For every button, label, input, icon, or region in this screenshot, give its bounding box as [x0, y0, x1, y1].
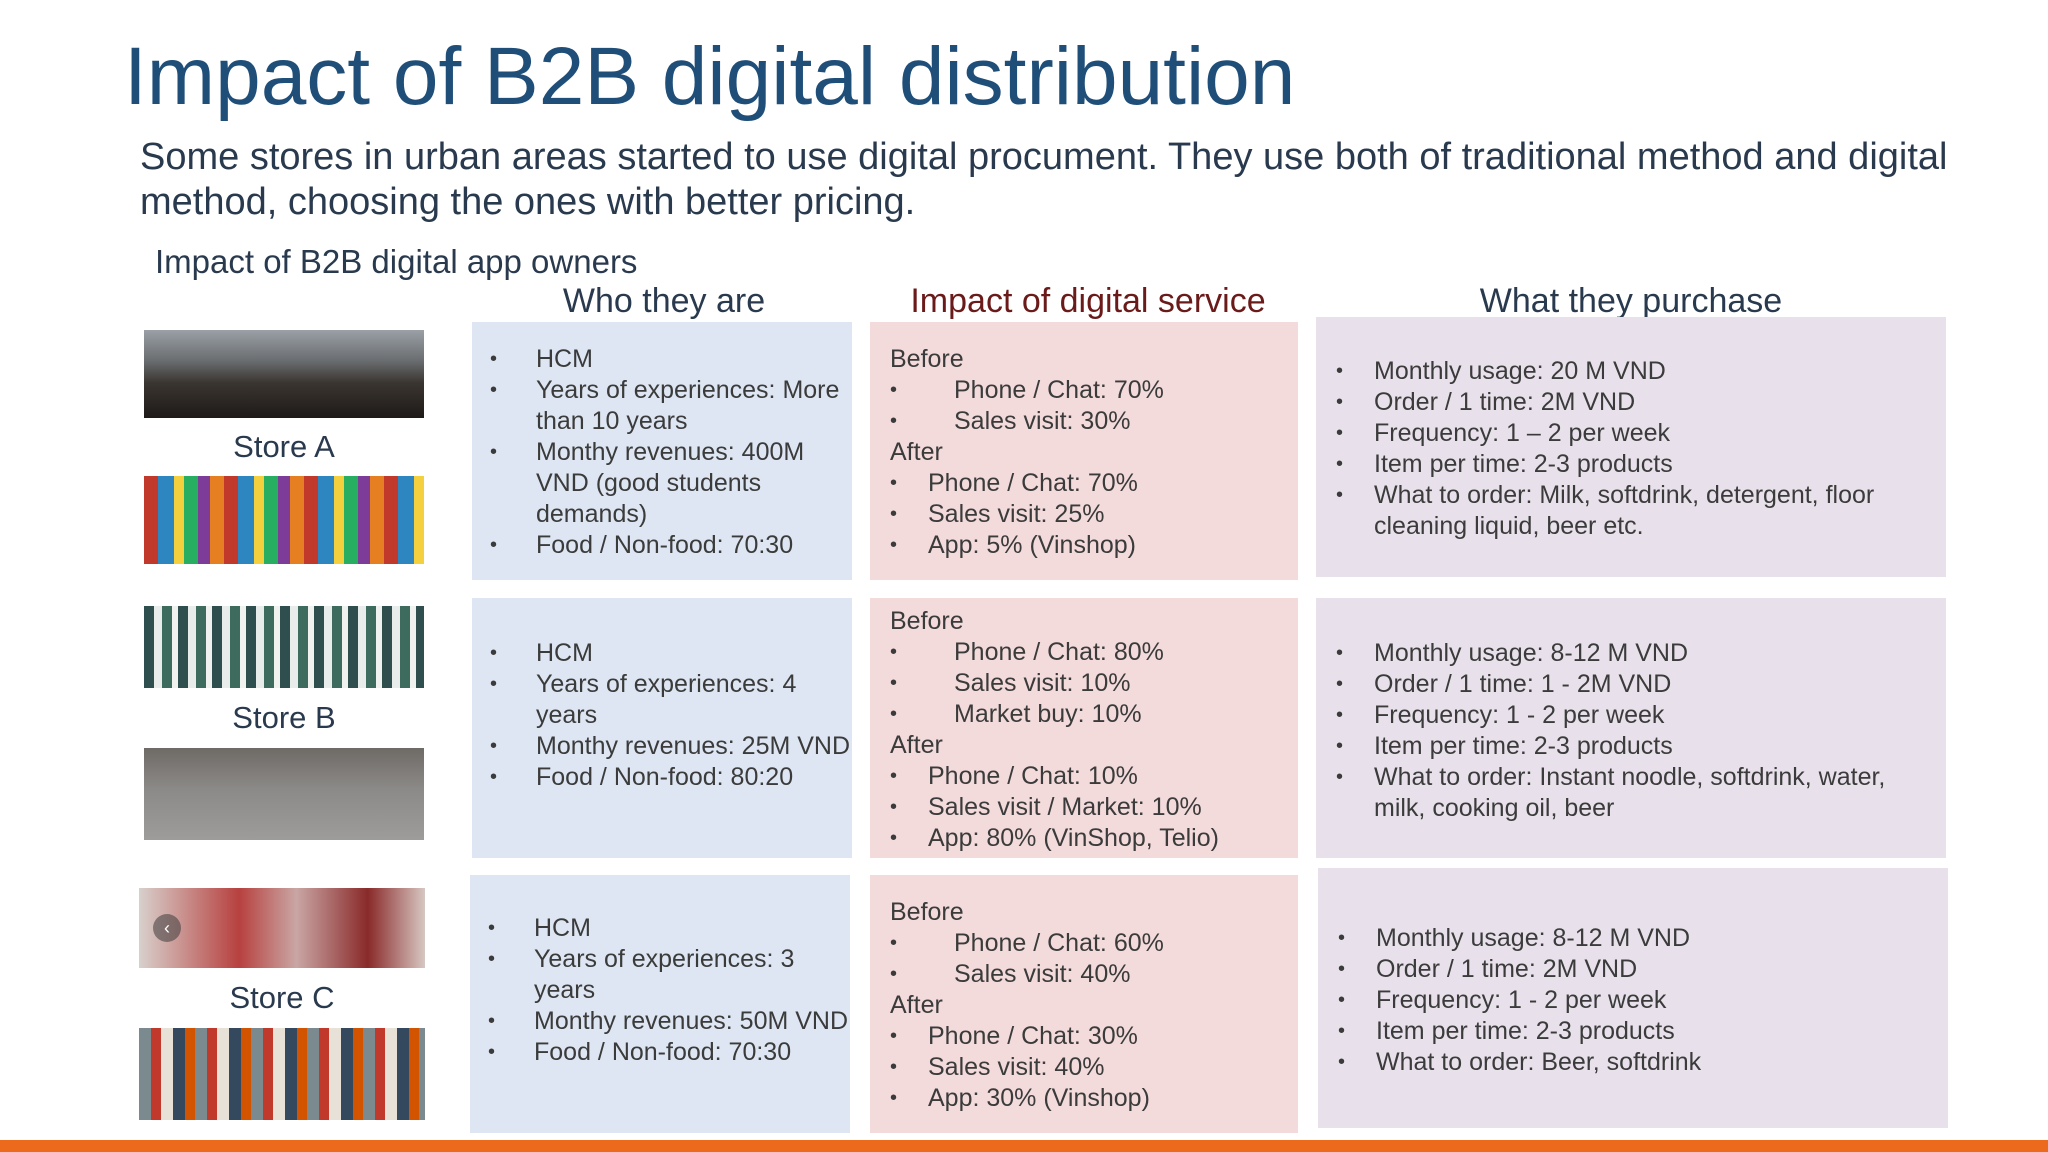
- list-item: Phone / Chat: 60%: [890, 928, 1298, 959]
- before-label: Before: [890, 345, 964, 373]
- list-item: Sales visit: 40%: [890, 959, 1298, 990]
- store-b-impact-box: Before Phone / Chat: 80% Sales visit: 10…: [870, 598, 1298, 858]
- list-item: Item per time: 2-3 products: [1316, 449, 1926, 480]
- list-item: What to order: Milk, softdrink, detergen…: [1316, 480, 1926, 542]
- list-item: Frequency: 1 - 2 per week: [1318, 985, 1928, 1016]
- list-item: Phone / Chat: 30%: [890, 1021, 1298, 1052]
- list-item: Years of experiences: 4 years: [472, 669, 852, 731]
- store-c-photo-bottom: [139, 1028, 425, 1120]
- list-item: What to order: Beer, softdrink: [1318, 1047, 1928, 1078]
- after-label: After: [890, 438, 943, 466]
- store-a-photo-bottom: [144, 476, 424, 564]
- list-item: Order / 1 time: 2M VND: [1316, 387, 1926, 418]
- slide-subtitle: Some stores in urban areas started to us…: [140, 136, 1948, 223]
- list-item: Item per time: 2-3 products: [1318, 1016, 1928, 1047]
- store-c-photo-card: ‹ Store C: [139, 888, 425, 1120]
- bottom-accent-bar: [0, 1140, 2048, 1152]
- store-c-impact-box: Before Phone / Chat: 60% Sales visit: 40…: [870, 875, 1298, 1133]
- store-a-photo-card: Store A: [144, 330, 424, 564]
- list-item: Monthy revenues: 400M VND (good students…: [472, 437, 852, 530]
- after-label: After: [890, 731, 943, 759]
- store-b-name: Store B: [144, 688, 424, 748]
- list-item: Sales visit: 10%: [890, 668, 1298, 699]
- store-a-what-box: Monthly usage: 20 M VND Order / 1 time: …: [1316, 317, 1946, 577]
- store-c-name: Store C: [139, 968, 425, 1028]
- list-item: Sales visit / Market: 10%: [890, 792, 1298, 823]
- store-c-what-box: Monthly usage: 8-12 M VND Order / 1 time…: [1318, 868, 1948, 1128]
- header-who-they-are: Who they are: [562, 282, 766, 320]
- store-b-photo-top: [144, 606, 424, 688]
- list-item: Monthly usage: 20 M VND: [1316, 356, 1926, 387]
- before-label: Before: [890, 898, 964, 926]
- list-item: Order / 1 time: 1 - 2M VND: [1316, 669, 1926, 700]
- list-item: Monthy revenues: 50M VND: [470, 1006, 850, 1037]
- header-impact: Impact of digital service: [910, 282, 1266, 320]
- store-b-photo-bottom: [144, 748, 424, 840]
- list-item: App: 80% (VinShop, Telio): [890, 823, 1298, 854]
- list-item: Item per time: 2-3 products: [1316, 731, 1926, 762]
- list-item: Monthy revenues: 25M VND: [472, 731, 852, 762]
- slide-title: Impact of B2B digital distribution: [124, 31, 1296, 122]
- list-item: HCM: [470, 913, 850, 944]
- store-a-name: Store A: [144, 418, 424, 476]
- section-label: Impact of B2B digital app owners: [155, 243, 638, 280]
- list-item: App: 5% (Vinshop): [890, 530, 1298, 561]
- list-item: Market buy: 10%: [890, 699, 1298, 730]
- store-a-photo-top: [144, 330, 424, 418]
- list-item: Frequency: 1 – 2 per week: [1316, 418, 1926, 449]
- list-item: What to order: Instant noodle, softdrink…: [1316, 762, 1926, 824]
- list-item: Phone / Chat: 70%: [890, 375, 1298, 406]
- list-item: HCM: [472, 344, 852, 375]
- store-b-photo-card: Store B: [144, 606, 424, 840]
- list-item: Years of experiences: More than 10 years: [472, 375, 852, 437]
- list-item: Monthly usage: 8-12 M VND: [1316, 638, 1926, 669]
- list-item: Sales visit: 40%: [890, 1052, 1298, 1083]
- list-item: Food / Non-food: 80:20: [472, 762, 852, 793]
- store-c-who-box: HCM Years of experiences: 3 years Monthy…: [470, 875, 850, 1133]
- list-item: Phone / Chat: 70%: [890, 468, 1298, 499]
- store-b-who-box: HCM Years of experiences: 4 years Monthy…: [472, 598, 852, 858]
- list-item: Phone / Chat: 10%: [890, 761, 1298, 792]
- list-item: Sales visit: 25%: [890, 499, 1298, 530]
- list-item: Years of experiences: 3 years: [470, 944, 850, 1006]
- list-item: Food / Non-food: 70:30: [472, 530, 852, 561]
- list-item: Monthly usage: 8-12 M VND: [1318, 923, 1928, 954]
- list-item: App: 30% (Vinshop): [890, 1083, 1298, 1114]
- store-b-what-box: Monthly usage: 8-12 M VND Order / 1 time…: [1316, 598, 1946, 858]
- header-what-they-purchase: What they purchase: [1479, 282, 1783, 320]
- store-a-who-box: HCM Years of experiences: More than 10 y…: [472, 322, 852, 580]
- list-item: Order / 1 time: 2M VND: [1318, 954, 1928, 985]
- list-item: HCM: [472, 638, 852, 669]
- list-item: Frequency: 1 - 2 per week: [1316, 700, 1926, 731]
- list-item: Phone / Chat: 80%: [890, 637, 1298, 668]
- list-item: Sales visit: 30%: [890, 406, 1298, 437]
- before-label: Before: [890, 607, 964, 635]
- store-c-photo-top: [139, 888, 425, 968]
- after-label: After: [890, 991, 943, 1019]
- store-a-impact-box: Before Phone / Chat: 70% Sales visit: 30…: [870, 322, 1298, 580]
- chevron-left-icon[interactable]: ‹: [153, 914, 181, 942]
- list-item: Food / Non-food: 70:30: [470, 1037, 850, 1068]
